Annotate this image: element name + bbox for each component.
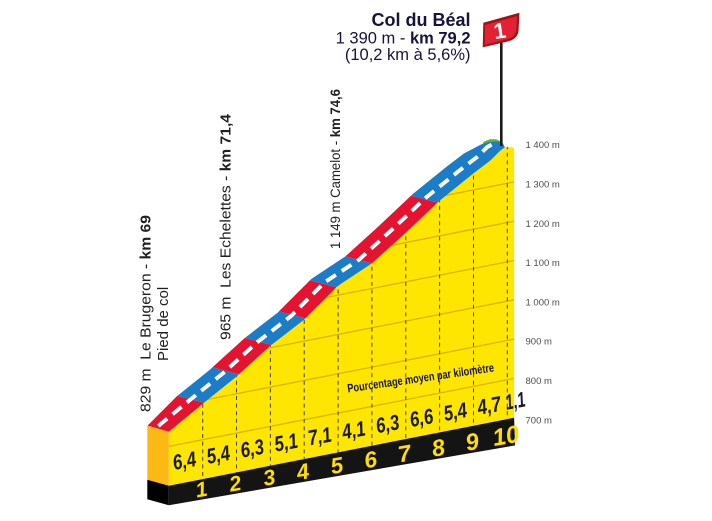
svg-text:7: 7 — [396, 439, 414, 467]
svg-text:Pied de col: Pied de col — [155, 287, 172, 361]
svg-text:965 m Les Echelettes - km 71,: 965 m Les Echelettes - km 71,4 — [218, 113, 235, 340]
svg-text:1: 1 — [194, 478, 210, 503]
svg-text:6,6: 6,6 — [408, 404, 436, 432]
svg-text:2: 2 — [226, 471, 243, 497]
svg-text:10: 10 — [491, 421, 523, 452]
svg-text:6: 6 — [362, 445, 379, 473]
svg-text:8: 8 — [430, 434, 447, 462]
svg-text:1,1: 1,1 — [503, 388, 527, 415]
svg-text:1 200 m: 1 200 m — [526, 219, 560, 230]
svg-text:700 m: 700 m — [526, 415, 552, 426]
svg-text:4,7: 4,7 — [475, 392, 504, 420]
svg-text:1: 1 — [492, 18, 508, 44]
svg-text:5: 5 — [329, 452, 346, 479]
svg-text:4: 4 — [294, 458, 311, 485]
svg-text:Col du Béal: Col du Béal — [371, 10, 470, 30]
svg-text:(10,2 km à 5,6%): (10,2 km à 5,6%) — [345, 46, 471, 64]
svg-text:1 149 m Camelot - km 74,6: 1 149 m Camelot - km 74,6 — [327, 89, 343, 249]
svg-text:7,1: 7,1 — [306, 423, 333, 451]
svg-text:1 400 m: 1 400 m — [526, 140, 560, 151]
svg-text:6,3: 6,3 — [374, 410, 401, 438]
svg-text:1 100 m: 1 100 m — [526, 258, 560, 269]
svg-text:5,4: 5,4 — [205, 441, 232, 469]
svg-text:5,1: 5,1 — [272, 429, 299, 457]
svg-text:1 300 m: 1 300 m — [526, 180, 560, 191]
svg-text:800 m: 800 m — [526, 376, 552, 387]
svg-text:9: 9 — [464, 429, 482, 457]
svg-text:6,3: 6,3 — [238, 435, 265, 463]
svg-text:1 390 m - km 79,2: 1 390 m - km 79,2 — [336, 30, 471, 48]
svg-text:900 m: 900 m — [526, 337, 552, 348]
svg-text:5,4: 5,4 — [442, 398, 469, 426]
svg-text:1 000 m: 1 000 m — [526, 297, 560, 308]
svg-text:3: 3 — [261, 464, 277, 491]
svg-text:4,1: 4,1 — [339, 417, 367, 445]
svg-text:829 m Le Brugeron - km 69: 829 m Le Brugeron - km 69 — [138, 215, 155, 412]
svg-text:6,4: 6,4 — [171, 447, 198, 475]
